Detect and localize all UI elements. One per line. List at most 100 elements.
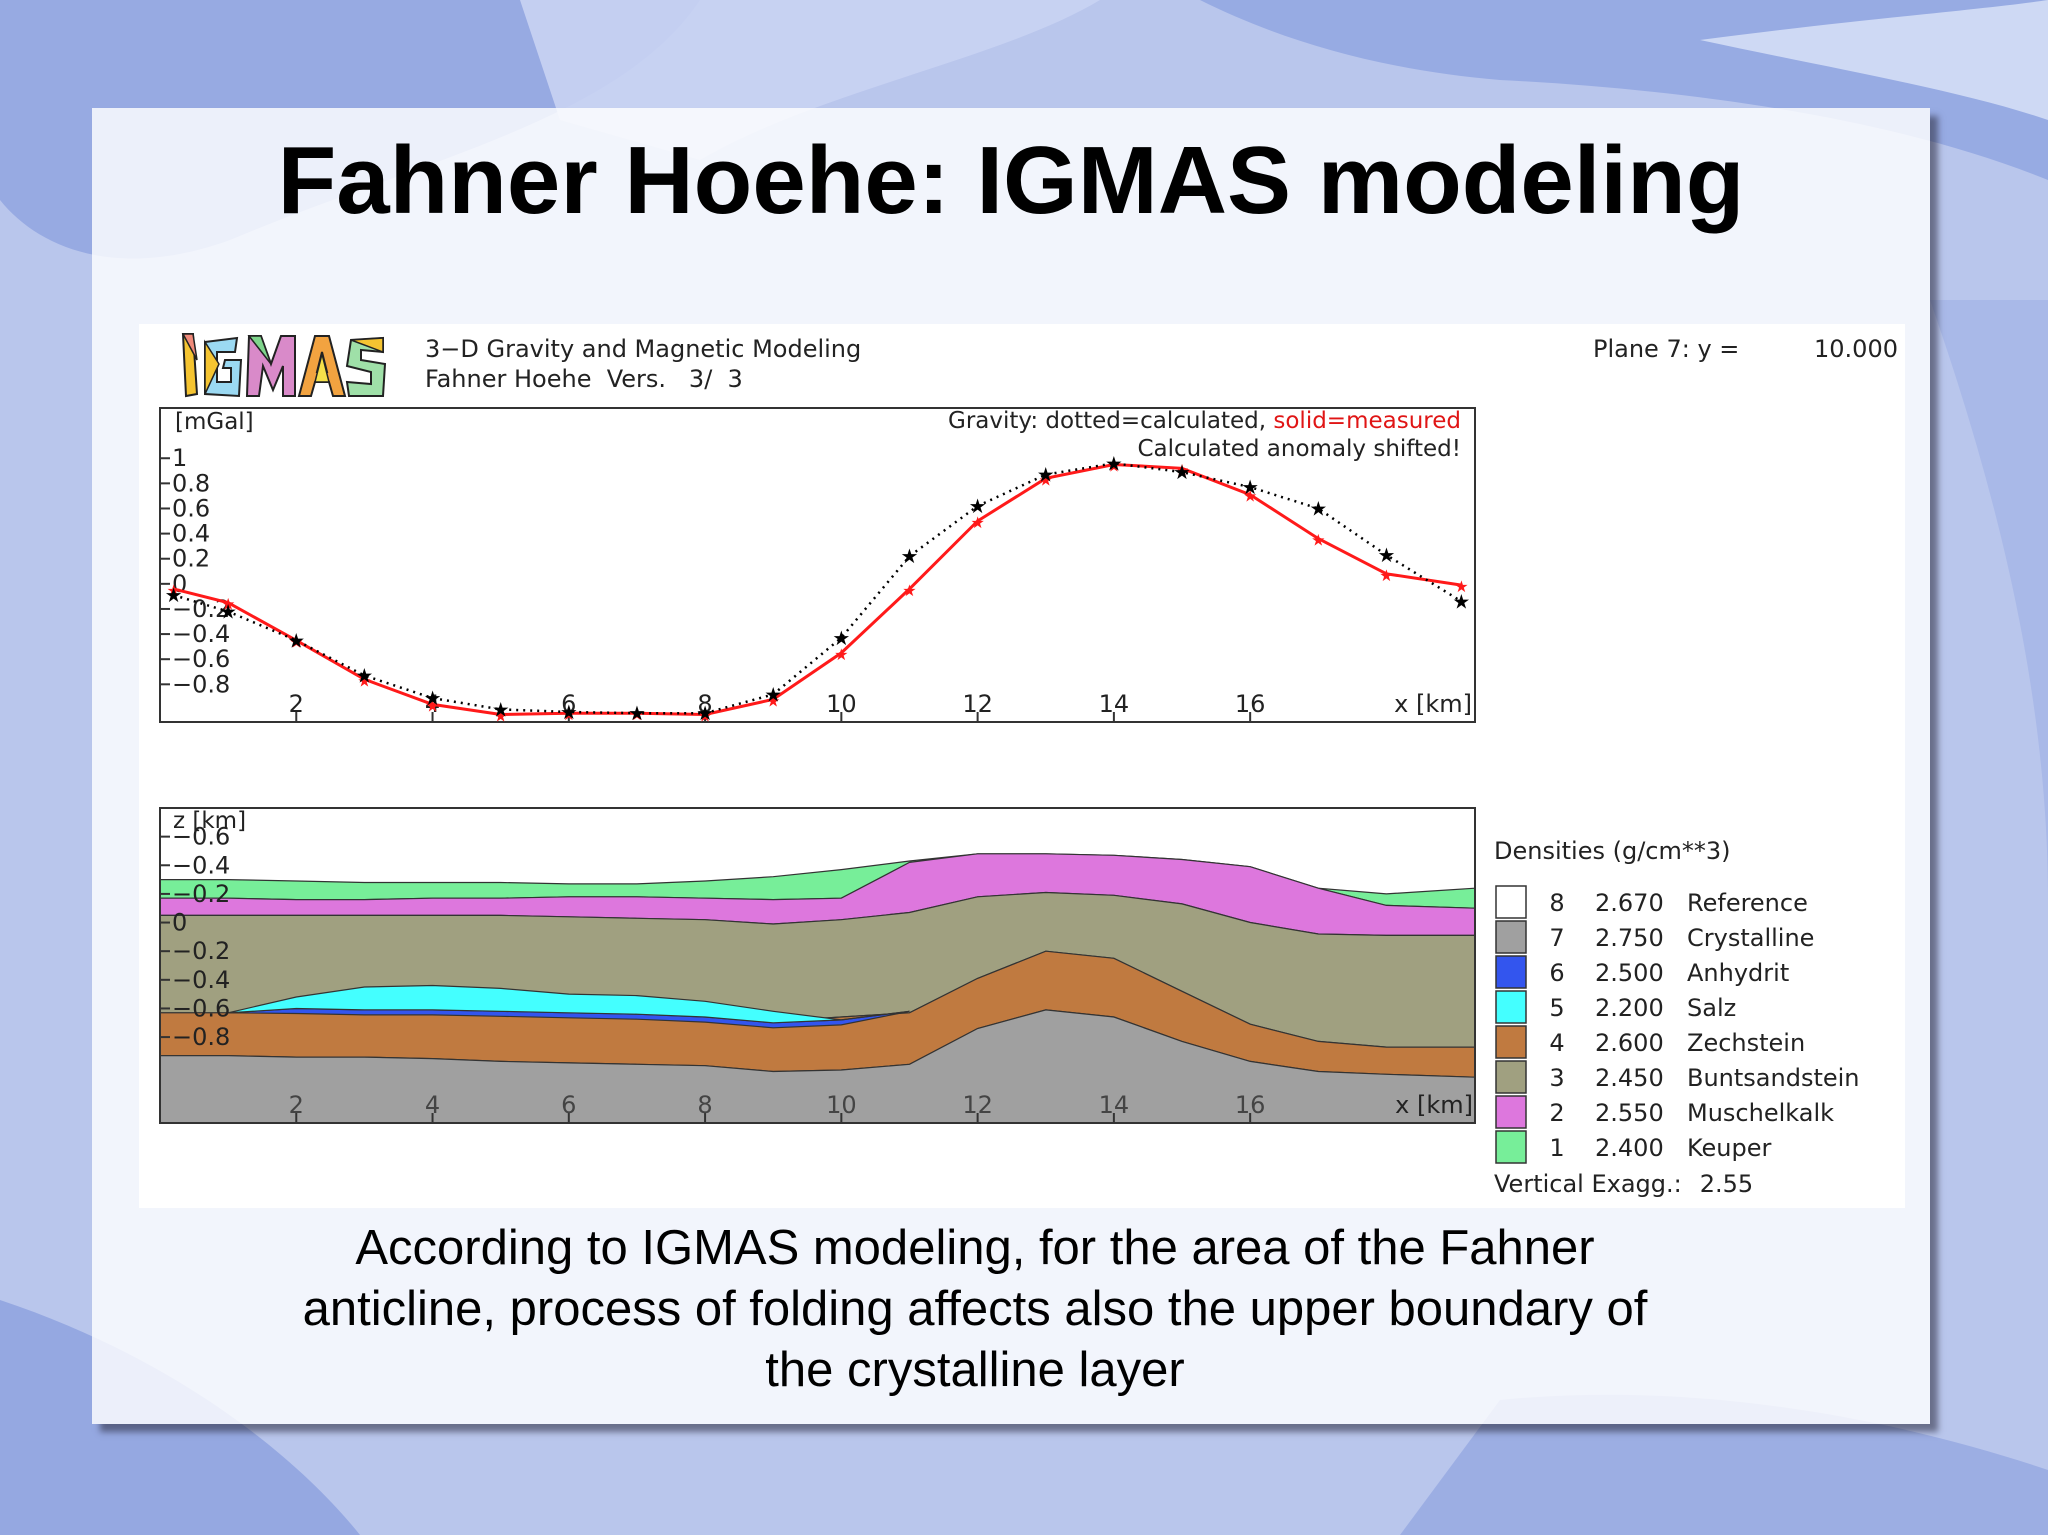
caption-line-3: the crystalline layer xyxy=(765,1343,1185,1397)
gravity-point-calculated: ★ xyxy=(969,494,987,518)
legend-id: 5 xyxy=(1549,994,1564,1022)
legend-name: Reference xyxy=(1687,889,1808,917)
gravity-point-measured: ★ xyxy=(1311,531,1325,550)
salz-layer xyxy=(227,984,910,1024)
gravity-series-measured xyxy=(173,462,1462,717)
cross-section-y-tick-label: −0.6 xyxy=(172,994,230,1022)
legend-swatch-muschelkalk xyxy=(1495,1095,1527,1129)
gravity-point-calculated: ★ xyxy=(1452,589,1470,613)
gravity-y-tick-label: 0.8 xyxy=(172,469,210,497)
gravity-point-calculated: ★ xyxy=(1309,496,1327,520)
legend-swatch-buntsandstein xyxy=(1495,1060,1527,1094)
gravity-x-tick-label: 8 xyxy=(697,690,712,718)
gravity-point-measured: ★ xyxy=(970,513,984,532)
gravity-point-measured: ★ xyxy=(1107,457,1121,476)
crystalline-layer xyxy=(160,1009,1475,1123)
gravity-y-axis-label: [mGal] xyxy=(175,409,254,435)
gravity-x-tick-label: 16 xyxy=(1235,690,1266,718)
gravity-point-calculated: ★ xyxy=(492,697,510,721)
cross-section-x-axis-label: x [km] xyxy=(1395,1091,1473,1119)
gravity-x-tick-label: 10 xyxy=(826,690,857,718)
igmas-header-line1: 3−D Gravity and Magnetic Modeling xyxy=(425,335,861,363)
cross-section-y-axis-label: z [km] xyxy=(173,808,246,834)
cross-section-x-tick-label: 10 xyxy=(826,1091,857,1119)
gravity-point-calculated: ★ xyxy=(901,544,919,568)
gravity-point-calculated: ★ xyxy=(1037,463,1055,487)
legend-swatch-reference xyxy=(1495,885,1527,919)
gravity-y-tick-label: −0.4 xyxy=(172,620,230,648)
cross-section-x-tick-label: 8 xyxy=(697,1091,712,1119)
cross-section-x-tick-label: 4 xyxy=(425,1091,440,1119)
gravity-x-tick-label: 12 xyxy=(962,690,993,718)
cross-section-x-tick-label: 6 xyxy=(561,1091,576,1119)
gravity-point-measured: ★ xyxy=(1379,566,1393,585)
legend-id: 6 xyxy=(1549,959,1564,987)
gravity-y-tick-label: 0.4 xyxy=(172,520,210,548)
legend-density: 2.400 xyxy=(1595,1134,1664,1162)
gravity-point-calculated: ★ xyxy=(1241,475,1259,499)
gravity-note: Calculated anomaly shifted! xyxy=(1137,436,1461,462)
gravity-plot-frame xyxy=(159,407,1476,723)
legend-id: 4 xyxy=(1549,1029,1564,1057)
legend-id: 7 xyxy=(1549,924,1564,952)
gravity-point-calculated: ★ xyxy=(1105,451,1123,475)
legend-name: Crystalline xyxy=(1687,924,1814,952)
cross-section-y-tick-label: −0.2 xyxy=(172,880,230,908)
gravity-point-measured: ★ xyxy=(494,706,508,725)
legend-id: 1 xyxy=(1549,1134,1564,1162)
gravity-point-measured: ★ xyxy=(766,691,780,710)
gravity-point-calculated: ★ xyxy=(424,686,442,710)
gravity-y-tick-label: −0.6 xyxy=(172,645,230,673)
legend-density: 2.450 xyxy=(1595,1064,1664,1092)
slide-title: Fahner Hoehe: IGMAS modeling xyxy=(277,127,1745,234)
slide-caption: According to IGMAS modeling, for the are… xyxy=(200,1218,1750,1401)
legend-density: 2.500 xyxy=(1595,959,1664,987)
legend-swatch-salz xyxy=(1495,990,1527,1024)
density-legend-title: Densities (g/cm**3) xyxy=(1494,837,1731,865)
gravity-point-measured: ★ xyxy=(1175,460,1189,479)
gravity-point-measured: ★ xyxy=(1243,487,1257,506)
cross-section-y-tick-label: −0.4 xyxy=(172,851,230,879)
vertical-exaggeration-value: 2.55 xyxy=(1700,1170,1753,1198)
cross-section-y-tick-label: −0.4 xyxy=(172,966,230,994)
legend-density: 2.750 xyxy=(1595,924,1664,952)
gravity-y-tick-label: −0.8 xyxy=(172,670,230,698)
gravity-point-calculated: ★ xyxy=(696,701,714,725)
legend-id: 3 xyxy=(1549,1064,1564,1092)
gravity-point-measured: ★ xyxy=(902,581,916,600)
gravity-point-calculated: ★ xyxy=(628,701,646,725)
legend-id: 2 xyxy=(1549,1099,1564,1127)
vertical-exaggeration: Vertical Exagg.: 2.55 xyxy=(1494,1170,1753,1198)
plane-label: Plane 7: y = xyxy=(1593,335,1739,363)
gravity-legend: Gravity: dotted=calculated, solid=measur… xyxy=(948,408,1461,434)
igmas-logo xyxy=(181,333,387,398)
legend-name: Anhydrit xyxy=(1687,959,1789,987)
legend-swatch-zechstein xyxy=(1495,1025,1527,1059)
gravity-point-calculated: ★ xyxy=(287,628,305,652)
gravity-y-tick-label: 1 xyxy=(172,444,187,472)
gravity-point-measured: ★ xyxy=(698,706,712,725)
gravity-point-calculated: ★ xyxy=(832,626,850,650)
legend-swatch-crystalline xyxy=(1495,920,1527,954)
gravity-point-measured: ★ xyxy=(562,705,576,724)
caption-line-1: According to IGMAS modeling, for the are… xyxy=(355,1221,1595,1275)
cross-section-y-tick-label: −0.6 xyxy=(172,823,230,851)
gravity-y-tick-label: 0.2 xyxy=(172,545,210,573)
cross-section-x-tick-label: 2 xyxy=(289,1091,304,1119)
legend-density: 2.550 xyxy=(1595,1099,1664,1127)
gravity-point-measured: ★ xyxy=(834,645,848,664)
gravity-point-measured: ★ xyxy=(425,696,439,715)
caption-line-2: anticline, process of folding affects al… xyxy=(302,1282,1648,1336)
gravity-point-measured: ★ xyxy=(289,632,303,651)
legend-name: Salz xyxy=(1687,994,1736,1022)
legend-name: Muschelkalk xyxy=(1687,1099,1834,1127)
gravity-legend-solid: solid=measured xyxy=(1273,408,1461,434)
vertical-exaggeration-label: Vertical Exagg.: xyxy=(1494,1170,1682,1198)
legend-name: Keuper xyxy=(1687,1134,1772,1162)
legend-density: 2.670 xyxy=(1595,889,1664,917)
gravity-y-tick-label: 0.6 xyxy=(172,494,210,522)
legend-name: Buntsandstein xyxy=(1687,1064,1860,1092)
gravity-point-measured: ★ xyxy=(1454,577,1468,596)
cross-section-x-tick-label: 16 xyxy=(1235,1091,1266,1119)
